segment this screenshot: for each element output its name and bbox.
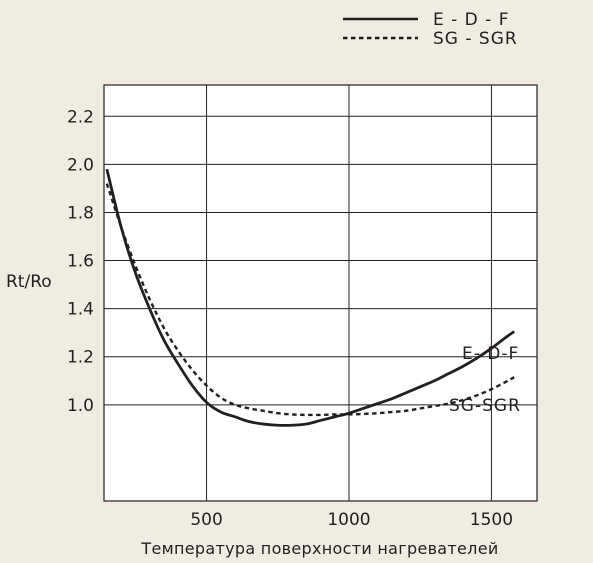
legend-label-e-d-f: E - D - F	[433, 10, 510, 30]
y-tick-label: 1.2	[67, 348, 94, 368]
x-tick-label: 500	[190, 510, 222, 530]
series-line-e-d-f	[105, 168, 516, 427]
y-tick-label: 1.6	[67, 252, 94, 272]
y-axis-label: Rt/Ro	[6, 272, 52, 292]
y-tick-label: 1.0	[67, 396, 94, 416]
tick-labels: 500 1000 1500 1.0 1.2 1.4 1.6 1.8 2.0 2.2	[67, 107, 513, 530]
series-label-e-d-f: E- D-F	[462, 344, 519, 364]
y-tick-label: 1.8	[67, 203, 94, 223]
y-tick-label: 2.0	[67, 155, 94, 175]
legend: E - D - F SG - SGR	[343, 10, 518, 49]
series-lines	[105, 168, 516, 427]
series-line-sg-sgr	[105, 183, 515, 417]
x-tick-label: 1500	[470, 510, 513, 530]
gridlines	[104, 85, 537, 501]
x-axis-label: Температура поверхности нагревателей	[140, 539, 498, 558]
y-tick-label: 1.4	[67, 300, 94, 320]
y-tick-label: 2.2	[67, 107, 94, 127]
legend-label-sg-sgr: SG - SGR	[433, 29, 518, 49]
x-tick-label: 1000	[327, 510, 370, 530]
plot-area	[103, 84, 538, 502]
series-label-sg-sgr: SG-SGR	[449, 396, 521, 416]
